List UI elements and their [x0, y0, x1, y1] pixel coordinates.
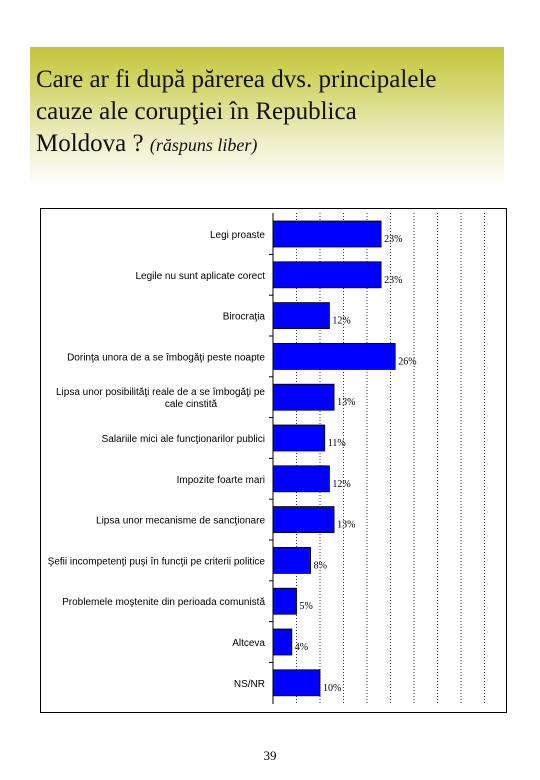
value-label: 4% [295, 642, 308, 653]
value-label: 13% [337, 520, 355, 531]
category-label: Birocraţia [223, 312, 266, 323]
category-label: Altceva [232, 638, 265, 649]
category-label: Legile nu sunt aplicate corect [135, 271, 265, 282]
bar-chart: 23% Legi proaste 23% Legile nu sunt aplicat… [48, 213, 485, 704]
value-label: 12% [332, 479, 350, 490]
page-title: Care ar fi după părerea dvs. principalel… [36, 64, 506, 161]
value-label: 10% [323, 683, 341, 694]
value-label: 5% [300, 601, 313, 612]
title-subtitle: (răspuns liber) [149, 135, 258, 155]
category-label: Problemele moştenite din perioada comuni… [62, 597, 265, 608]
value-label: 12% [332, 316, 350, 327]
category-label: Legi proaste [210, 230, 265, 241]
category-label: Dorinţa unora de a se îmbogăţi peste noa… [67, 352, 265, 363]
title-line-1: Care ar fi după părerea dvs. principalel… [36, 66, 437, 93]
category-label: Lipsa unor mecanisme de sancţionare [96, 516, 265, 527]
bar [272, 342, 396, 370]
value-label: 23% [384, 275, 402, 286]
title-line-2: cauze ale corupţiei în Republica [36, 98, 357, 125]
bar [272, 383, 335, 411]
value-label: 26% [398, 356, 416, 367]
value-label: 23% [384, 234, 402, 245]
bar [272, 220, 382, 248]
value-label: 13% [337, 397, 355, 408]
bar [272, 546, 311, 574]
title-line-3: Moldova ? (răspuns liber) [36, 128, 506, 161]
category-label: Salariile mici ale funcţionarilor public… [102, 434, 265, 445]
category-label: cale cinstită [165, 399, 218, 410]
bar [272, 302, 330, 329]
chart-frame: 23% Legi proaste 23% Legile nu sunt aplicat… [40, 208, 507, 713]
page-number: 39 [263, 748, 277, 763]
value-label: 11% [328, 438, 346, 449]
bar [272, 506, 335, 534]
value-label: 8% [314, 560, 327, 571]
bar [272, 261, 382, 289]
bar [272, 628, 293, 656]
bar [272, 424, 326, 452]
bar [272, 465, 330, 493]
title-line-3-text: Moldova ? [36, 130, 144, 157]
bar [272, 587, 297, 615]
category-label: Şefii incompetenţi puşi în funcţii pe cr… [48, 556, 266, 567]
title-band [30, 47, 504, 187]
category-label: Lipsa unor posibilităţi reale de a se îm… [56, 387, 265, 398]
bar [272, 669, 321, 697]
category-label: Impozite foarte mari [177, 475, 265, 486]
category-label: NS/NR [234, 679, 265, 690]
